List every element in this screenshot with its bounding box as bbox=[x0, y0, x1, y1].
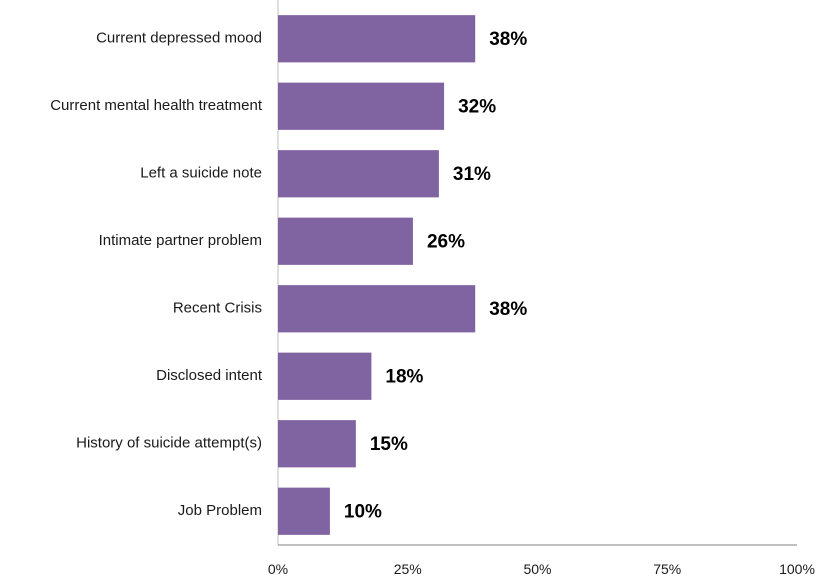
category-label: Intimate partner problem bbox=[99, 232, 262, 249]
x-tick-label: 50% bbox=[523, 561, 551, 577]
data-label: 18% bbox=[385, 366, 423, 387]
category-label: Disclosed intent bbox=[156, 367, 263, 384]
category-label: Recent Crisis bbox=[173, 300, 262, 317]
category-label: Current depressed mood bbox=[96, 30, 262, 47]
x-tick-label: 75% bbox=[653, 561, 681, 577]
bar-3 bbox=[278, 150, 439, 198]
bar-5 bbox=[278, 285, 476, 333]
bar-1 bbox=[278, 15, 476, 63]
x-tick-labels: 0% 25% 50% 75% 100% bbox=[268, 561, 815, 577]
data-label: 26% bbox=[427, 231, 465, 252]
data-label: 38% bbox=[489, 299, 527, 320]
data-label: 31% bbox=[453, 164, 491, 185]
x-tick-label: 25% bbox=[394, 561, 422, 577]
category-label: Current mental health treatment bbox=[50, 97, 263, 114]
bar-4 bbox=[278, 217, 413, 265]
category-label: History of suicide attempt(s) bbox=[76, 435, 262, 452]
data-label: 38% bbox=[489, 29, 527, 50]
category-label: Left a suicide note bbox=[140, 165, 262, 182]
x-tick-label: 100% bbox=[779, 561, 815, 577]
category-labels: Current depressed mood Current mental hea… bbox=[50, 30, 263, 520]
bar-7 bbox=[278, 420, 356, 468]
x-tick-label: 0% bbox=[268, 561, 288, 577]
data-label: 10% bbox=[344, 501, 382, 522]
category-label: Job Problem bbox=[178, 502, 262, 519]
data-label: 15% bbox=[370, 434, 408, 455]
data-label: 32% bbox=[458, 96, 496, 117]
bars bbox=[278, 15, 476, 535]
bar-2 bbox=[278, 82, 445, 130]
data-labels: 38% 32% 31% 26% 38% 18% 15% 10% bbox=[344, 29, 527, 523]
bar-8 bbox=[278, 487, 330, 535]
bar-6 bbox=[278, 352, 372, 400]
